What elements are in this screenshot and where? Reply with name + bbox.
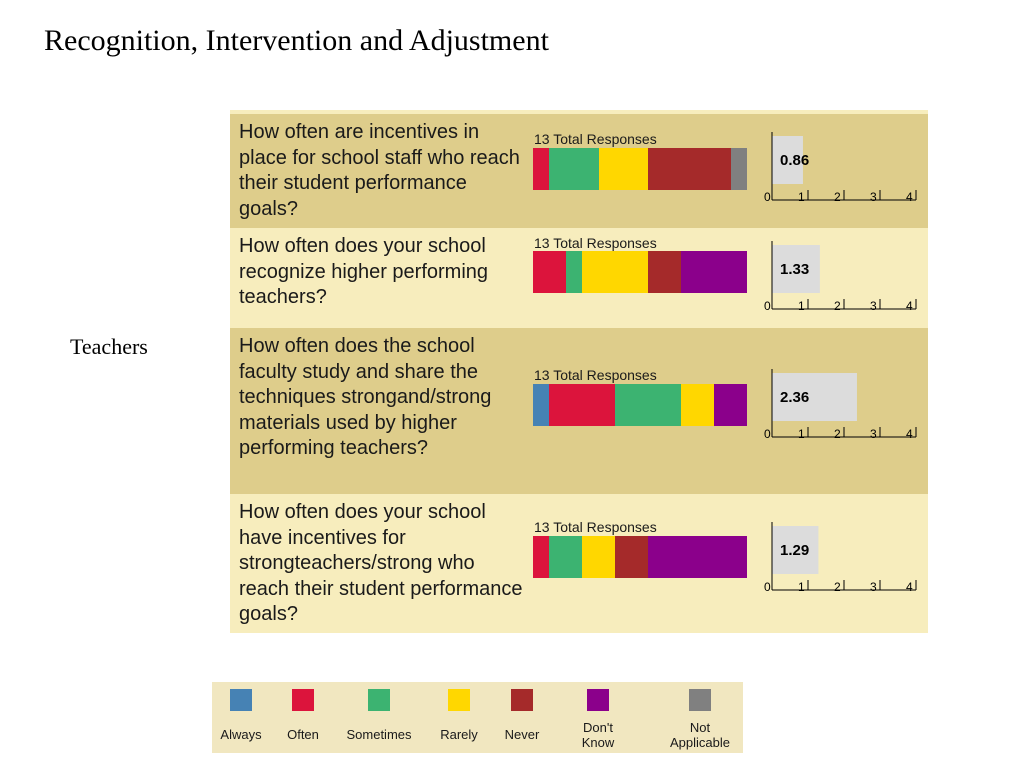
score-value-label: 1.29 xyxy=(780,542,809,559)
total-responses-label: 13 Total Responses xyxy=(534,367,657,383)
score-axis-tick-label: 3 xyxy=(870,190,877,204)
bar-segment-rarely xyxy=(582,251,649,293)
legend-swatch xyxy=(448,689,470,711)
bar-segment-not-applicable xyxy=(730,148,747,190)
score-mini-chart: 0.86 0 1 2 3 4 xyxy=(764,132,917,204)
bar-segment-rarely xyxy=(681,384,715,426)
question-text: How often does your school recognize hig… xyxy=(239,235,489,308)
legend-swatch xyxy=(689,689,711,711)
legend-label: Don't Know xyxy=(581,720,615,750)
survey-results-panel: How often are incentives in place for sc… xyxy=(230,110,928,633)
score-axis-tick-label: 3 xyxy=(870,580,877,594)
score-mini-chart: 1.33 0 1 2 3 4 xyxy=(764,241,917,313)
bar-segment-often xyxy=(533,148,550,190)
legend-label: Always xyxy=(220,727,262,742)
score-axis-tick-label: 4 xyxy=(906,190,913,204)
question-row: How often does your school have incentiv… xyxy=(230,494,928,633)
question-row: How often are incentives in place for sc… xyxy=(230,114,928,228)
bar-segment-always xyxy=(533,384,550,426)
legend-swatch xyxy=(292,689,314,711)
bar-segment-sometimes xyxy=(549,536,583,578)
score-axis-tick-label: 2 xyxy=(834,580,841,594)
score-bar xyxy=(772,526,819,574)
legend-label: Sometimes xyxy=(346,727,412,742)
bar-segment-never xyxy=(648,148,731,190)
score-axis-tick-label: 4 xyxy=(906,580,913,594)
legend-swatch xyxy=(368,689,390,711)
bar-segment-don-t-know xyxy=(714,384,747,426)
question-text: How often does the school faculty study … xyxy=(239,335,492,459)
score-value-label: 1.33 xyxy=(780,261,809,278)
score-value-label: 2.36 xyxy=(780,389,809,406)
score-mini-chart: 2.36 0 1 2 3 4 xyxy=(764,369,917,441)
score-axis-tick-label: 0 xyxy=(764,190,771,204)
total-responses-label: 13 Total Responses xyxy=(534,519,657,535)
stacked-response-bar xyxy=(533,384,747,426)
total-responses-label: 13 Total Responses xyxy=(534,235,657,251)
bar-segment-often xyxy=(533,251,566,293)
slide-title: Recognition, Intervention and Adjustment xyxy=(44,24,549,57)
legend-swatch xyxy=(230,689,252,711)
legend-swatch xyxy=(511,689,533,711)
bar-segment-often xyxy=(533,536,550,578)
bar-segment-sometimes xyxy=(615,384,682,426)
respondent-group-label: Teachers xyxy=(70,334,148,359)
score-axis-tick-label: 1 xyxy=(798,299,805,313)
score-value-label: 0.86 xyxy=(780,152,809,169)
stacked-response-bar xyxy=(533,251,747,293)
score-axis-tick-label: 1 xyxy=(798,190,805,204)
bar-segment-rarely xyxy=(582,536,616,578)
legend-label: Rarely xyxy=(440,727,478,742)
bar-segment-never xyxy=(615,536,649,578)
score-axis-tick-label: 4 xyxy=(906,427,913,441)
question-text: How often does your school have incentiv… xyxy=(239,501,523,625)
stacked-response-bar xyxy=(533,536,747,578)
score-axis-tick-label: 2 xyxy=(834,427,841,441)
score-axis-tick-label: 3 xyxy=(870,427,877,441)
legend-swatch xyxy=(587,689,609,711)
bar-segment-rarely xyxy=(598,148,649,190)
legend-label: Often xyxy=(287,727,319,742)
legend: Always Often Sometimes Rarely Never Don't Kno… xyxy=(212,682,743,753)
score-axis-tick-label: 1 xyxy=(798,427,805,441)
score-bar xyxy=(772,136,803,184)
bar-segment-never xyxy=(648,251,682,293)
score-axis-tick-label: 3 xyxy=(870,299,877,313)
score-mini-chart: 1.29 0 1 2 3 4 xyxy=(764,522,917,594)
question-row: How often does your school recognize hig… xyxy=(230,228,928,328)
bar-segment-don-t-know xyxy=(681,251,747,293)
question-text: How often are incentives in place for sc… xyxy=(239,121,520,220)
question-row: How often does the school faculty study … xyxy=(230,328,928,494)
score-bar xyxy=(772,245,820,293)
stacked-response-bar xyxy=(533,148,747,190)
score-axis-tick-label: 0 xyxy=(764,427,771,441)
legend-label: Never xyxy=(504,727,540,742)
score-axis-tick-label: 4 xyxy=(906,299,913,313)
score-bar xyxy=(772,373,857,421)
total-responses-label: 13 Total Responses xyxy=(534,131,657,147)
score-axis-tick-label: 2 xyxy=(834,299,841,313)
score-axis-tick-label: 2 xyxy=(834,190,841,204)
bar-segment-sometimes xyxy=(565,251,583,293)
bar-segment-don-t-know xyxy=(648,536,747,578)
legend-label: Not Applicable xyxy=(670,720,730,750)
bar-segment-often xyxy=(549,384,616,426)
score-axis-tick-label: 1 xyxy=(798,580,805,594)
bar-segment-sometimes xyxy=(549,148,599,190)
score-axis-tick-label: 0 xyxy=(764,299,771,313)
score-axis-tick-label: 0 xyxy=(764,580,771,594)
